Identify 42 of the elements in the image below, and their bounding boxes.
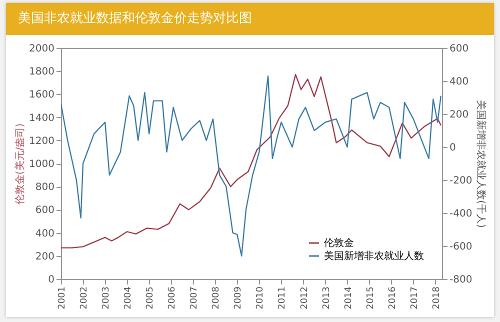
legend-label: 伦敦金 (324, 237, 354, 249)
y2-tick-label: -200 (450, 176, 472, 186)
x-tick-label: 2014 (344, 286, 354, 310)
x-tick-label: 2003 (102, 286, 112, 310)
x-tick-label: 2012 (300, 286, 310, 310)
chart-title: 美国非农就业数据和伦敦金价走势对比图 (6, 3, 494, 35)
y-tick-label: 200 (35, 251, 54, 262)
y-tick-label: 1400 (29, 112, 54, 124)
x-tick-label: 2018 (432, 286, 442, 310)
y-tick-label: 800 (35, 182, 54, 194)
y2-tick-label: 600 (450, 44, 469, 54)
x-tick-label: 2002 (80, 286, 90, 310)
y2-tick-label: -400 (450, 208, 472, 220)
x-tick-label: 2017 (410, 286, 420, 310)
x-tick-label: 2015 (366, 286, 376, 310)
y2-tick-label: 0 (450, 142, 456, 154)
y-tick-label: 1000 (29, 159, 54, 170)
x-tick-label: 2011 (278, 286, 288, 310)
y2-tick-label: -800 (450, 274, 472, 286)
y-tick-label: 600 (35, 205, 54, 216)
y-tick-label: 2000 (29, 44, 54, 54)
x-tick-label: 2004 (124, 286, 134, 310)
x-tick-label: 2006 (168, 286, 178, 310)
x-tick-label: 2005 (146, 286, 156, 310)
x-tick-label: 2007 (190, 286, 200, 310)
y-tick-label: 0 (48, 274, 54, 286)
x-tick-label: 2008 (212, 286, 222, 310)
x-tick-label: 2001 (58, 286, 68, 310)
y2-tick-label: 400 (450, 76, 469, 88)
y2-tick-label: 200 (450, 110, 469, 120)
y-tick-label: 1600 (29, 90, 54, 101)
y-tick-label: 400 (35, 228, 54, 240)
y-tick-label: 1800 (29, 66, 54, 78)
y-axis-title: 伦敦金(美元/盎司) (14, 123, 26, 205)
x-tick-label: 2010 (256, 286, 266, 310)
y2-axis-title: 美国新增非农就业人数(千人) (475, 100, 488, 228)
x-tick-label: 2013 (322, 286, 332, 310)
x-tick-label: 2016 (388, 286, 398, 310)
x-tick-label: 2009 (234, 286, 244, 310)
y-tick-label: 1200 (29, 136, 54, 147)
legend-label: 美国新增非农就业人数 (324, 250, 424, 262)
y2-tick-label: -600 (450, 242, 472, 252)
